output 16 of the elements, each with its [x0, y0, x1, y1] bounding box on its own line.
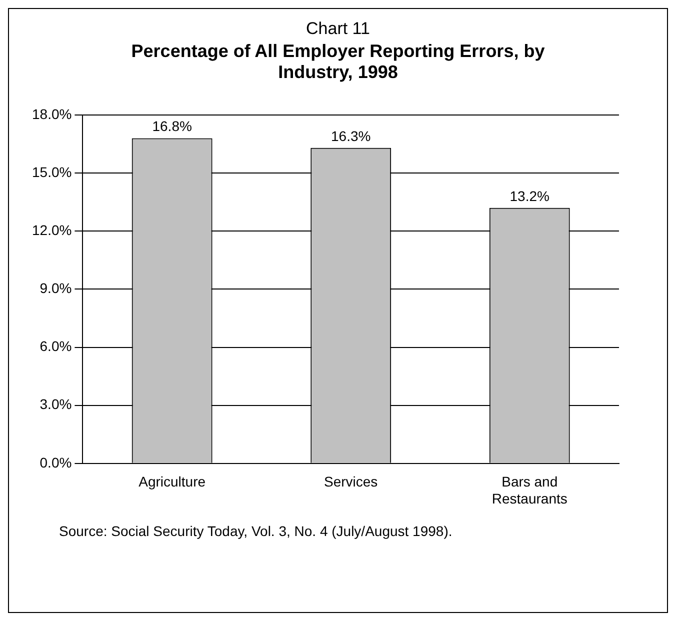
y-tick-label: 15.0% [32, 164, 72, 180]
y-tick-label: 0.0% [40, 454, 72, 470]
y-tick-label: 9.0% [40, 280, 72, 296]
y-tick-label: 18.0% [32, 106, 72, 122]
data-label: 13.2% [510, 188, 550, 204]
x-tick-label: Services [324, 474, 378, 490]
x-tick-label: Agriculture [138, 474, 206, 490]
data-label: 16.8% [152, 118, 192, 134]
chart-subtitle: Percentage of All Employer Reporting Errors, by Industry, 1998 [130, 41, 546, 83]
y-tick-label: 3.0% [40, 396, 72, 412]
y-tick-label: 6.0% [40, 338, 72, 354]
data-label: 16.3% [330, 128, 371, 144]
x-tick-label: Bars and Restaurants [492, 474, 568, 506]
y-tick-label: 12.0% [32, 222, 72, 238]
chart-title: Chart 11 [305, 19, 371, 39]
source-note: Source: Social Security Today, Vol. 3, No. 4 (July/August 1998). [59, 523, 454, 539]
